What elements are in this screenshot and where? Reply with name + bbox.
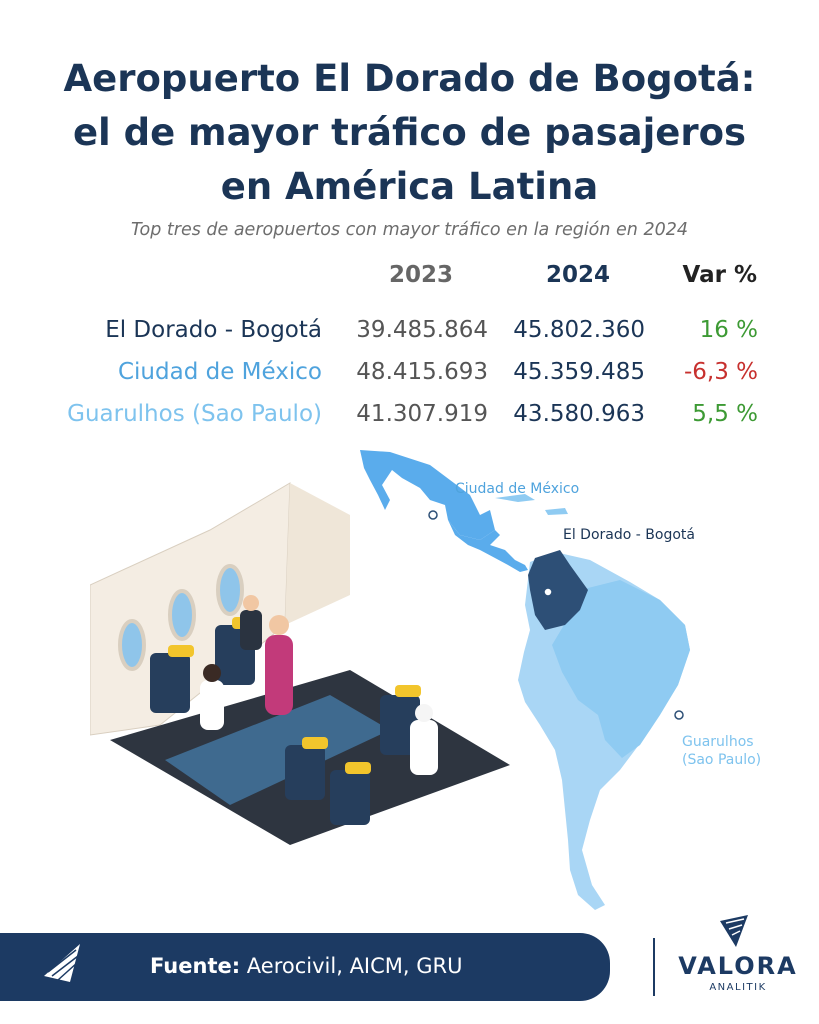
row-airport-name: El Dorado - Bogotá: [105, 317, 322, 343]
airport-traffic-table: 2023 2024 Var % El Dorado - Bogotá 39.48…: [0, 0, 819, 440]
passenger: [240, 610, 262, 650]
row-variation: -6,3 %: [683, 359, 758, 385]
row-variation: 16 %: [699, 317, 758, 343]
map-label-guarulhos-line1: Guarulhos: [682, 734, 754, 750]
paper-plane-logo-icon: [44, 944, 80, 982]
row-variation: 5,5 %: [692, 401, 758, 427]
column-header-var: Var %: [682, 262, 757, 288]
window: [118, 619, 146, 671]
row-value-2024: 45.802.360: [513, 317, 645, 343]
colombia-shape: [528, 550, 588, 630]
seat: [150, 653, 190, 713]
row-airport-name: Ciudad de México: [117, 359, 322, 385]
map-label-bogota: El Dorado - Bogotá: [563, 527, 695, 543]
flight-attendant: [265, 635, 293, 715]
row-value-2023: 48.415.693: [356, 359, 488, 385]
seat-headrest: [302, 737, 328, 749]
mexico-central-america-shape: [360, 450, 495, 540]
seat-headrest: [345, 762, 371, 774]
passenger-head: [203, 664, 221, 682]
page-title: Aeropuerto El Dorado de Bogotá: el de ma…: [0, 52, 819, 214]
map-label-mexico: Ciudad de México: [455, 481, 580, 497]
row-value-2023: 39.485.864: [356, 317, 488, 343]
brand-name: VALORA: [678, 952, 798, 980]
seat: [285, 745, 325, 800]
caribbean-islands-shape: [495, 494, 568, 515]
latin-america-map: [360, 450, 690, 910]
flight-attendant-head: [269, 615, 289, 635]
title-line-3: en América Latina: [220, 165, 599, 208]
source-label: Fuente:: [150, 954, 241, 978]
seat: [330, 770, 370, 825]
map-label-guarulhos: Guarulhos (Sao Paulo): [682, 733, 761, 769]
source-note: Fuente: Aerocivil, AICM, GRU: [150, 954, 463, 978]
source-text: Aerocivil, AICM, GRU: [240, 954, 463, 978]
cabin-back-wall: [285, 483, 350, 625]
row-value-2023: 41.307.919: [356, 401, 488, 427]
map-label-guarulhos-line2: (Sao Paulo): [682, 752, 762, 768]
row-airport-name: Guarulhos (Sao Paulo): [67, 401, 322, 427]
cabin-aisle: [165, 695, 390, 805]
window: [168, 589, 196, 641]
seat-headrest: [395, 685, 421, 697]
brazil-shape: [552, 580, 690, 758]
valora-analitik-logo-icon: [720, 915, 748, 947]
title-line-1: Aeropuerto El Dorado de Bogotá:: [63, 57, 756, 100]
bogota-marker: [543, 587, 553, 597]
passenger-head: [415, 704, 433, 722]
footer-divider: [653, 938, 655, 996]
brand-subtitle: ANALITIK: [709, 982, 767, 993]
mexico-city-marker: [428, 510, 438, 520]
title-line-2: el de mayor tráfico de pasajeros: [72, 111, 747, 154]
column-header-2024: 2024: [545, 262, 610, 288]
subtitle: Top tres de aeropuertos con mayor tráfic…: [130, 220, 689, 240]
passenger-head: [243, 595, 259, 611]
row-value-2024: 43.580.963: [513, 401, 645, 427]
passenger: [410, 720, 438, 775]
column-header-2023: 2023: [388, 262, 453, 288]
guarulhos-marker: [674, 710, 684, 720]
central-america-shape: [448, 520, 528, 572]
airplane-cabin-illustration: [90, 482, 510, 845]
passenger: [200, 680, 224, 730]
seat-headrest: [168, 645, 194, 657]
window: [216, 564, 244, 616]
footer-band: [0, 933, 610, 1001]
row-value-2024: 45.359.485: [513, 359, 645, 385]
